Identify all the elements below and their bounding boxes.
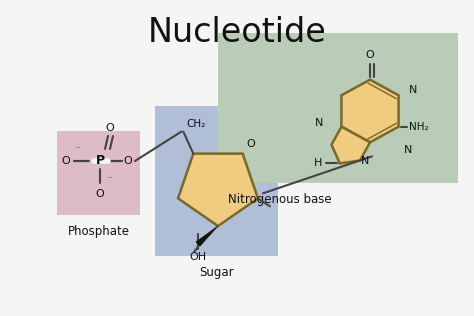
Text: Nitrogenous base: Nitrogenous base (228, 193, 332, 206)
FancyBboxPatch shape (218, 33, 458, 183)
Text: N: N (361, 156, 369, 166)
Polygon shape (196, 226, 218, 246)
Text: N: N (315, 118, 323, 128)
Text: H: H (313, 158, 322, 168)
Text: NH₂: NH₂ (409, 122, 428, 132)
Text: P: P (95, 155, 105, 167)
Text: ⁻: ⁻ (107, 174, 111, 184)
Text: Sugar: Sugar (199, 266, 234, 279)
Text: O: O (96, 189, 104, 199)
Text: N: N (409, 85, 417, 95)
Text: O: O (365, 50, 374, 60)
Text: OH: OH (190, 252, 207, 262)
Text: O: O (124, 156, 132, 166)
FancyBboxPatch shape (57, 131, 140, 215)
Text: CH₂: CH₂ (186, 118, 206, 129)
Text: O: O (62, 156, 70, 166)
Polygon shape (331, 127, 370, 163)
Text: Phosphate: Phosphate (67, 225, 129, 238)
Text: O: O (246, 139, 255, 149)
Text: N: N (403, 145, 412, 155)
Text: Nucleotide: Nucleotide (147, 16, 327, 49)
FancyBboxPatch shape (155, 106, 278, 256)
Text: O: O (106, 123, 114, 133)
Text: ⁻: ⁻ (75, 144, 79, 153)
Polygon shape (178, 154, 258, 226)
Polygon shape (341, 80, 399, 142)
